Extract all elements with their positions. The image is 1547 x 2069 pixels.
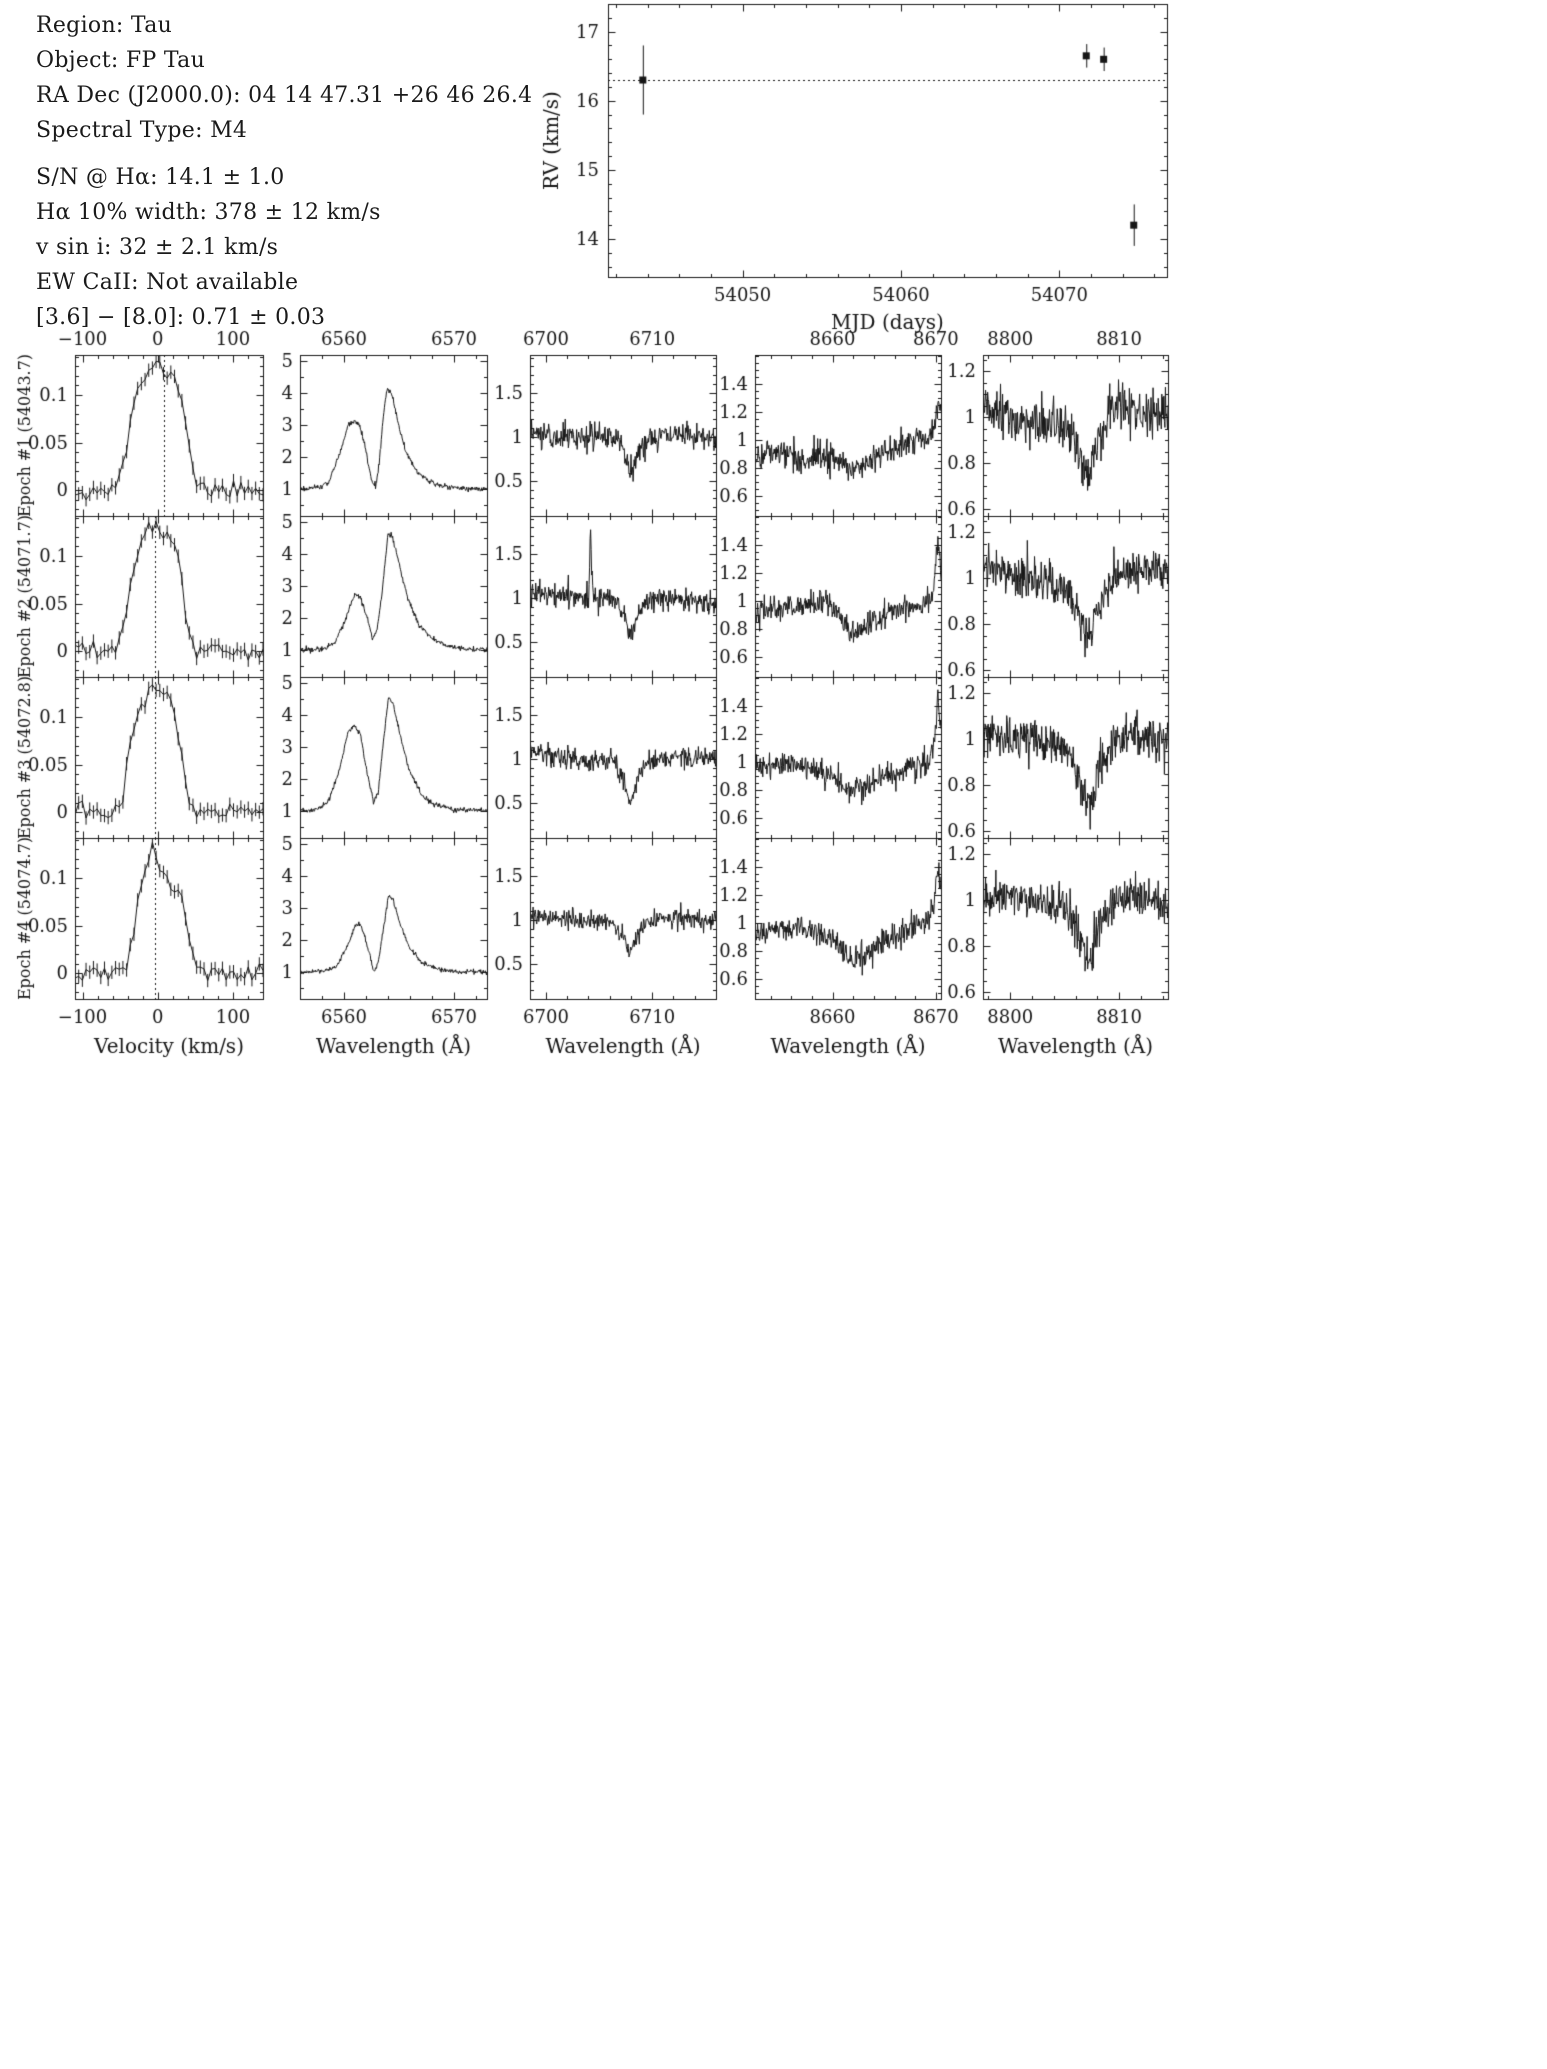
star-info-block: Region: Tau Object: FP Tau RA Dec (J2000… [36, 8, 532, 335]
info-irac-color: [3.6] − [8.0]: 0.71 ± 0.03 [36, 305, 326, 330]
info-ew-caii: EW CaII: Not available [36, 270, 299, 295]
info-ra-dec: RA Dec (J2000.0): 04 14 47.31 +26 46 26.… [36, 83, 533, 108]
info-vsini: v sin i: 32 ± 2.1 km/s [36, 235, 279, 260]
info-spectral-type: Spectral Type: M4 [36, 118, 248, 143]
info-sn-halpha: S/N @ Hα: 14.1 ± 1.0 [36, 165, 285, 190]
info-halpha-width: Hα 10% width: 378 ± 12 km/s [36, 200, 381, 225]
spectra-figure-canvas [0, 0, 1547, 1080]
info-object: Object: FP Tau [36, 48, 206, 73]
info-block-spacer [36, 148, 532, 160]
info-region: Region: Tau [36, 13, 173, 38]
